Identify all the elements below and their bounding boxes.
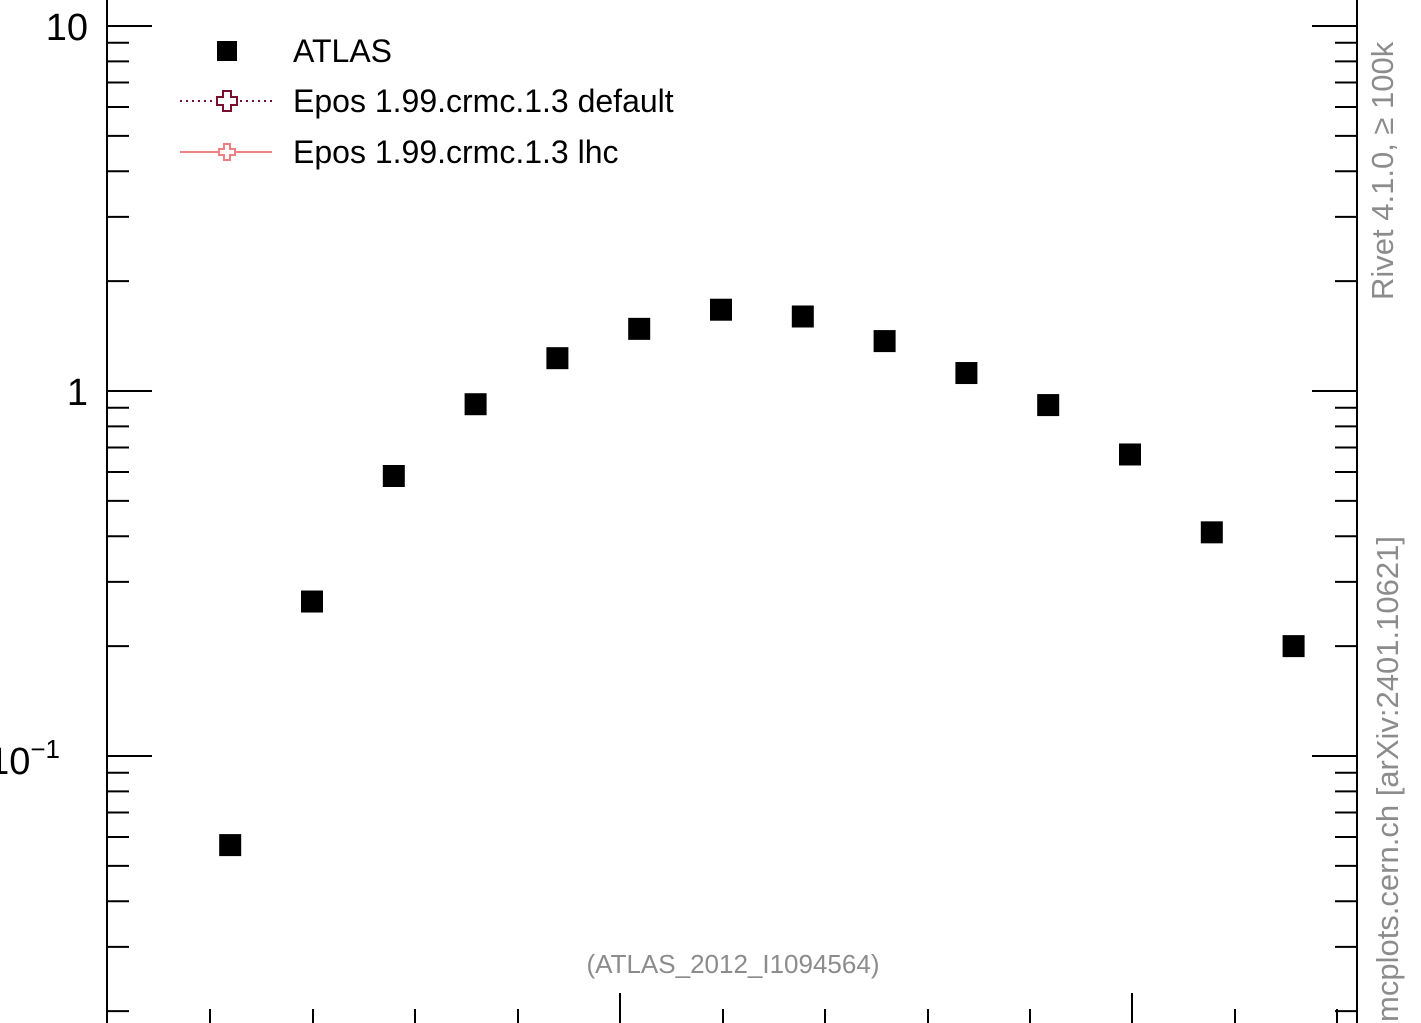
data-point-atlas (710, 298, 732, 321)
y-tick-label: 10 (46, 7, 88, 49)
data-point-atlas (382, 464, 405, 487)
legend-label-epos-lhc: Epos 1.99.crmc.1.3 lhc (293, 134, 618, 170)
legend-marker-epos-default (216, 90, 238, 112)
data-point-atlas (955, 362, 978, 385)
data-point-atlas (219, 834, 242, 857)
data-point-atlas (464, 393, 487, 416)
data-point-atlas (1037, 394, 1060, 417)
data-point-atlas (628, 317, 651, 340)
y-tick-label: 1 (67, 372, 88, 414)
y-axis-ticks: 10 1 10−1 (0, 7, 1357, 1013)
data-point-atlas (1282, 635, 1305, 658)
y-tick-label: 10−1 (0, 734, 60, 783)
legend: ATLAS Epos 1.99.crmc.1.3 default Epos 1.… (180, 33, 674, 170)
data-series-atlas (219, 298, 1305, 857)
x-axis-ticks (209, 993, 1338, 1023)
data-point-atlas (791, 305, 814, 328)
legend-marker-epos-lhc (218, 143, 236, 161)
legend-label-atlas: ATLAS (293, 33, 392, 69)
side-label-mcplots: mcplots.cern.ch [arXiv:2401.10621] (1370, 536, 1405, 1022)
plot-axes (106, 0, 1358, 1023)
legend-label-epos-default: Epos 1.99.crmc.1.3 default (293, 83, 674, 119)
data-point-atlas (873, 330, 896, 353)
data-point-atlas (1200, 521, 1223, 544)
legend-marker-atlas (217, 41, 237, 61)
side-label-rivet: Rivet 4.1.0, ≥ 100k (1365, 41, 1400, 300)
analysis-annotation: (ATLAS_2012_I1094564) (587, 949, 880, 979)
data-point-atlas (301, 590, 323, 613)
data-point-atlas (546, 347, 569, 370)
data-point-atlas (1119, 443, 1141, 466)
